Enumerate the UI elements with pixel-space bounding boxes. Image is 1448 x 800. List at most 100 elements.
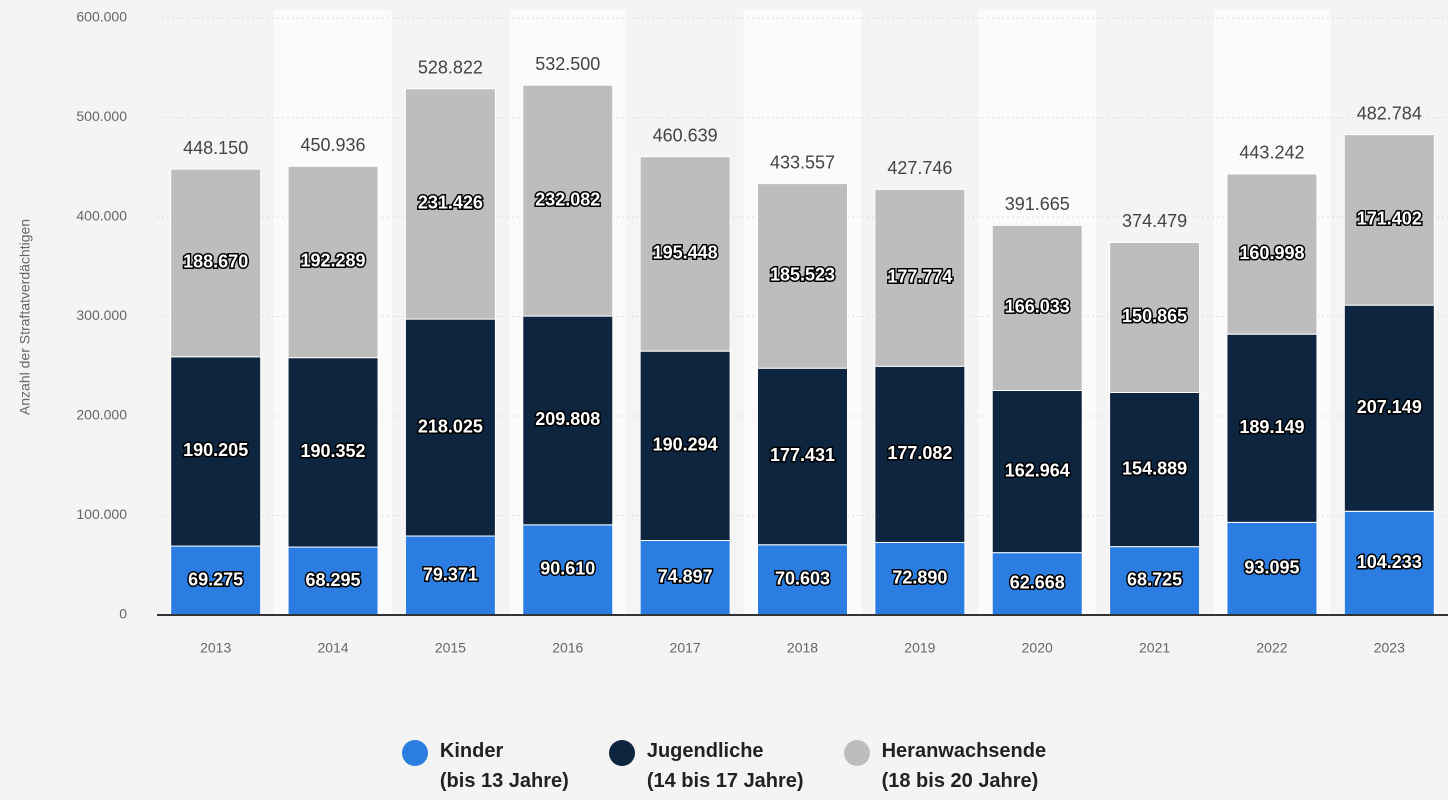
segment-label: 68.725 bbox=[1127, 570, 1182, 590]
bar-segment bbox=[639, 539, 731, 616]
bar-segment bbox=[287, 357, 379, 548]
x-tick-label: 2016 bbox=[552, 640, 583, 656]
segment-label: 195.448 bbox=[653, 243, 718, 263]
legend-item: Kinder (bis 13 Jahre) bbox=[401, 736, 569, 796]
x-tick-label: 2017 bbox=[670, 640, 701, 656]
segment-label: 162.964 bbox=[1005, 460, 1070, 480]
segment-label: 190.294 bbox=[653, 435, 718, 455]
y-tick-label: 400.000 bbox=[76, 208, 127, 224]
bar-segment bbox=[1226, 521, 1318, 616]
legend-item: Jugendliche (14 bis 17 Jahre) bbox=[608, 736, 804, 796]
x-tick-label: 2023 bbox=[1374, 640, 1405, 656]
segment-label: 231.426 bbox=[418, 193, 483, 213]
x-tick-label: 2022 bbox=[1256, 640, 1287, 656]
x-tick-label: 2020 bbox=[1022, 640, 1053, 656]
y-tick-label: 0 bbox=[119, 606, 127, 622]
segment-label: 160.998 bbox=[1239, 243, 1304, 263]
bar-segment bbox=[1109, 241, 1201, 394]
segment-label: 177.431 bbox=[770, 445, 835, 465]
total-label: 528.822 bbox=[418, 58, 483, 78]
bar-segment bbox=[874, 541, 966, 616]
bar-segment bbox=[170, 356, 262, 547]
segment-label: 154.889 bbox=[1122, 458, 1187, 478]
x-tick-label: 2021 bbox=[1139, 640, 1170, 656]
total-label: 482.784 bbox=[1357, 103, 1422, 123]
segment-label: 177.774 bbox=[887, 267, 952, 287]
segment-label: 190.205 bbox=[183, 440, 248, 460]
y-axis-label: Anzahl der Straftatverdächtigen bbox=[17, 219, 33, 415]
bar-segment bbox=[522, 84, 614, 317]
total-label: 433.557 bbox=[770, 152, 835, 172]
segment-label: 188.670 bbox=[183, 252, 248, 272]
bar-segment bbox=[287, 165, 379, 359]
total-label: 443.242 bbox=[1239, 143, 1304, 163]
legend-item: Heranwachsende (18 bis 20 Jahre) bbox=[843, 736, 1047, 796]
bar-segment bbox=[170, 168, 262, 358]
legend-swatch bbox=[843, 740, 870, 766]
legend-label: Heranwachsende (18 bis 20 Jahre) bbox=[881, 740, 1047, 792]
total-label: 460.639 bbox=[653, 125, 718, 145]
bar-segment bbox=[522, 315, 614, 526]
y-tick-label: 500.000 bbox=[76, 108, 127, 124]
x-tick-label: 2019 bbox=[904, 640, 935, 656]
total-label: 427.746 bbox=[887, 158, 952, 178]
bar-segment bbox=[522, 524, 614, 616]
y-tick-label: 200.000 bbox=[76, 407, 127, 423]
x-tick-label: 2015 bbox=[435, 640, 466, 656]
chart: Anzahl der Straftatverdächtigen 0 100.000… bbox=[17, 9, 1448, 656]
bar-segment bbox=[404, 88, 496, 320]
bar-segment bbox=[639, 350, 731, 541]
bar-segment bbox=[1226, 173, 1318, 335]
segment-label: 90.610 bbox=[540, 559, 595, 579]
segment-label: 185.523 bbox=[770, 265, 835, 285]
total-label: 532.500 bbox=[535, 54, 600, 74]
legend: Kinder (bis 13 Jahre) Jugendliche (14 bis… bbox=[0, 736, 1448, 796]
segment-label: 69.275 bbox=[188, 569, 243, 589]
segment-label: 166.033 bbox=[1005, 297, 1070, 317]
y-tick-label: 100.000 bbox=[76, 506, 127, 522]
bar-segment bbox=[991, 389, 1083, 554]
bar-segment bbox=[1109, 392, 1201, 548]
segment-label: 209.808 bbox=[535, 409, 600, 429]
legend-label: Kinder (bis 13 Jahre) bbox=[439, 740, 569, 792]
segment-label: 70.603 bbox=[775, 569, 830, 589]
segment-label: 104.233 bbox=[1357, 552, 1422, 572]
bar-segment bbox=[404, 535, 496, 616]
bar-segment bbox=[874, 365, 966, 543]
bar-segment bbox=[874, 188, 966, 367]
segment-label: 218.025 bbox=[418, 416, 483, 436]
segment-label: 79.371 bbox=[423, 564, 478, 584]
legend-label: Jugendliche (14 bis 17 Jahre) bbox=[646, 740, 804, 792]
segment-label: 189.149 bbox=[1239, 417, 1304, 437]
x-tick-label: 2018 bbox=[787, 640, 818, 656]
segment-label: 192.289 bbox=[301, 251, 366, 271]
bar-segment bbox=[757, 183, 848, 369]
bar-segment bbox=[757, 544, 848, 616]
segment-label: 207.149 bbox=[1357, 397, 1422, 417]
segment-label: 93.095 bbox=[1244, 557, 1299, 577]
segment-label: 68.295 bbox=[306, 570, 361, 590]
bar-segment bbox=[757, 367, 848, 546]
bar-segment bbox=[1109, 546, 1201, 616]
segment-label: 62.668 bbox=[1010, 573, 1065, 593]
segment-label: 232.082 bbox=[535, 189, 600, 209]
x-tick-label: 2013 bbox=[200, 640, 231, 656]
segment-label: 72.890 bbox=[892, 567, 947, 587]
legend-swatch bbox=[608, 740, 635, 766]
segment-label: 177.082 bbox=[887, 443, 952, 463]
segment-label: 150.865 bbox=[1122, 306, 1187, 326]
total-label: 450.936 bbox=[301, 135, 366, 155]
legend-swatch bbox=[401, 740, 428, 766]
y-tick-label: 600.000 bbox=[76, 9, 127, 25]
total-label: 448.150 bbox=[183, 138, 248, 158]
y-tick-label: 300.000 bbox=[76, 307, 127, 323]
x-tick-label: 2014 bbox=[317, 640, 348, 656]
segment-label: 190.352 bbox=[301, 441, 366, 461]
total-label: 391.665 bbox=[1005, 194, 1070, 214]
segment-label: 171.402 bbox=[1357, 209, 1422, 229]
bar-segment bbox=[639, 156, 731, 352]
bar-segment bbox=[991, 552, 1083, 616]
bar-segment bbox=[991, 224, 1083, 391]
segment-label: 74.897 bbox=[658, 566, 713, 586]
